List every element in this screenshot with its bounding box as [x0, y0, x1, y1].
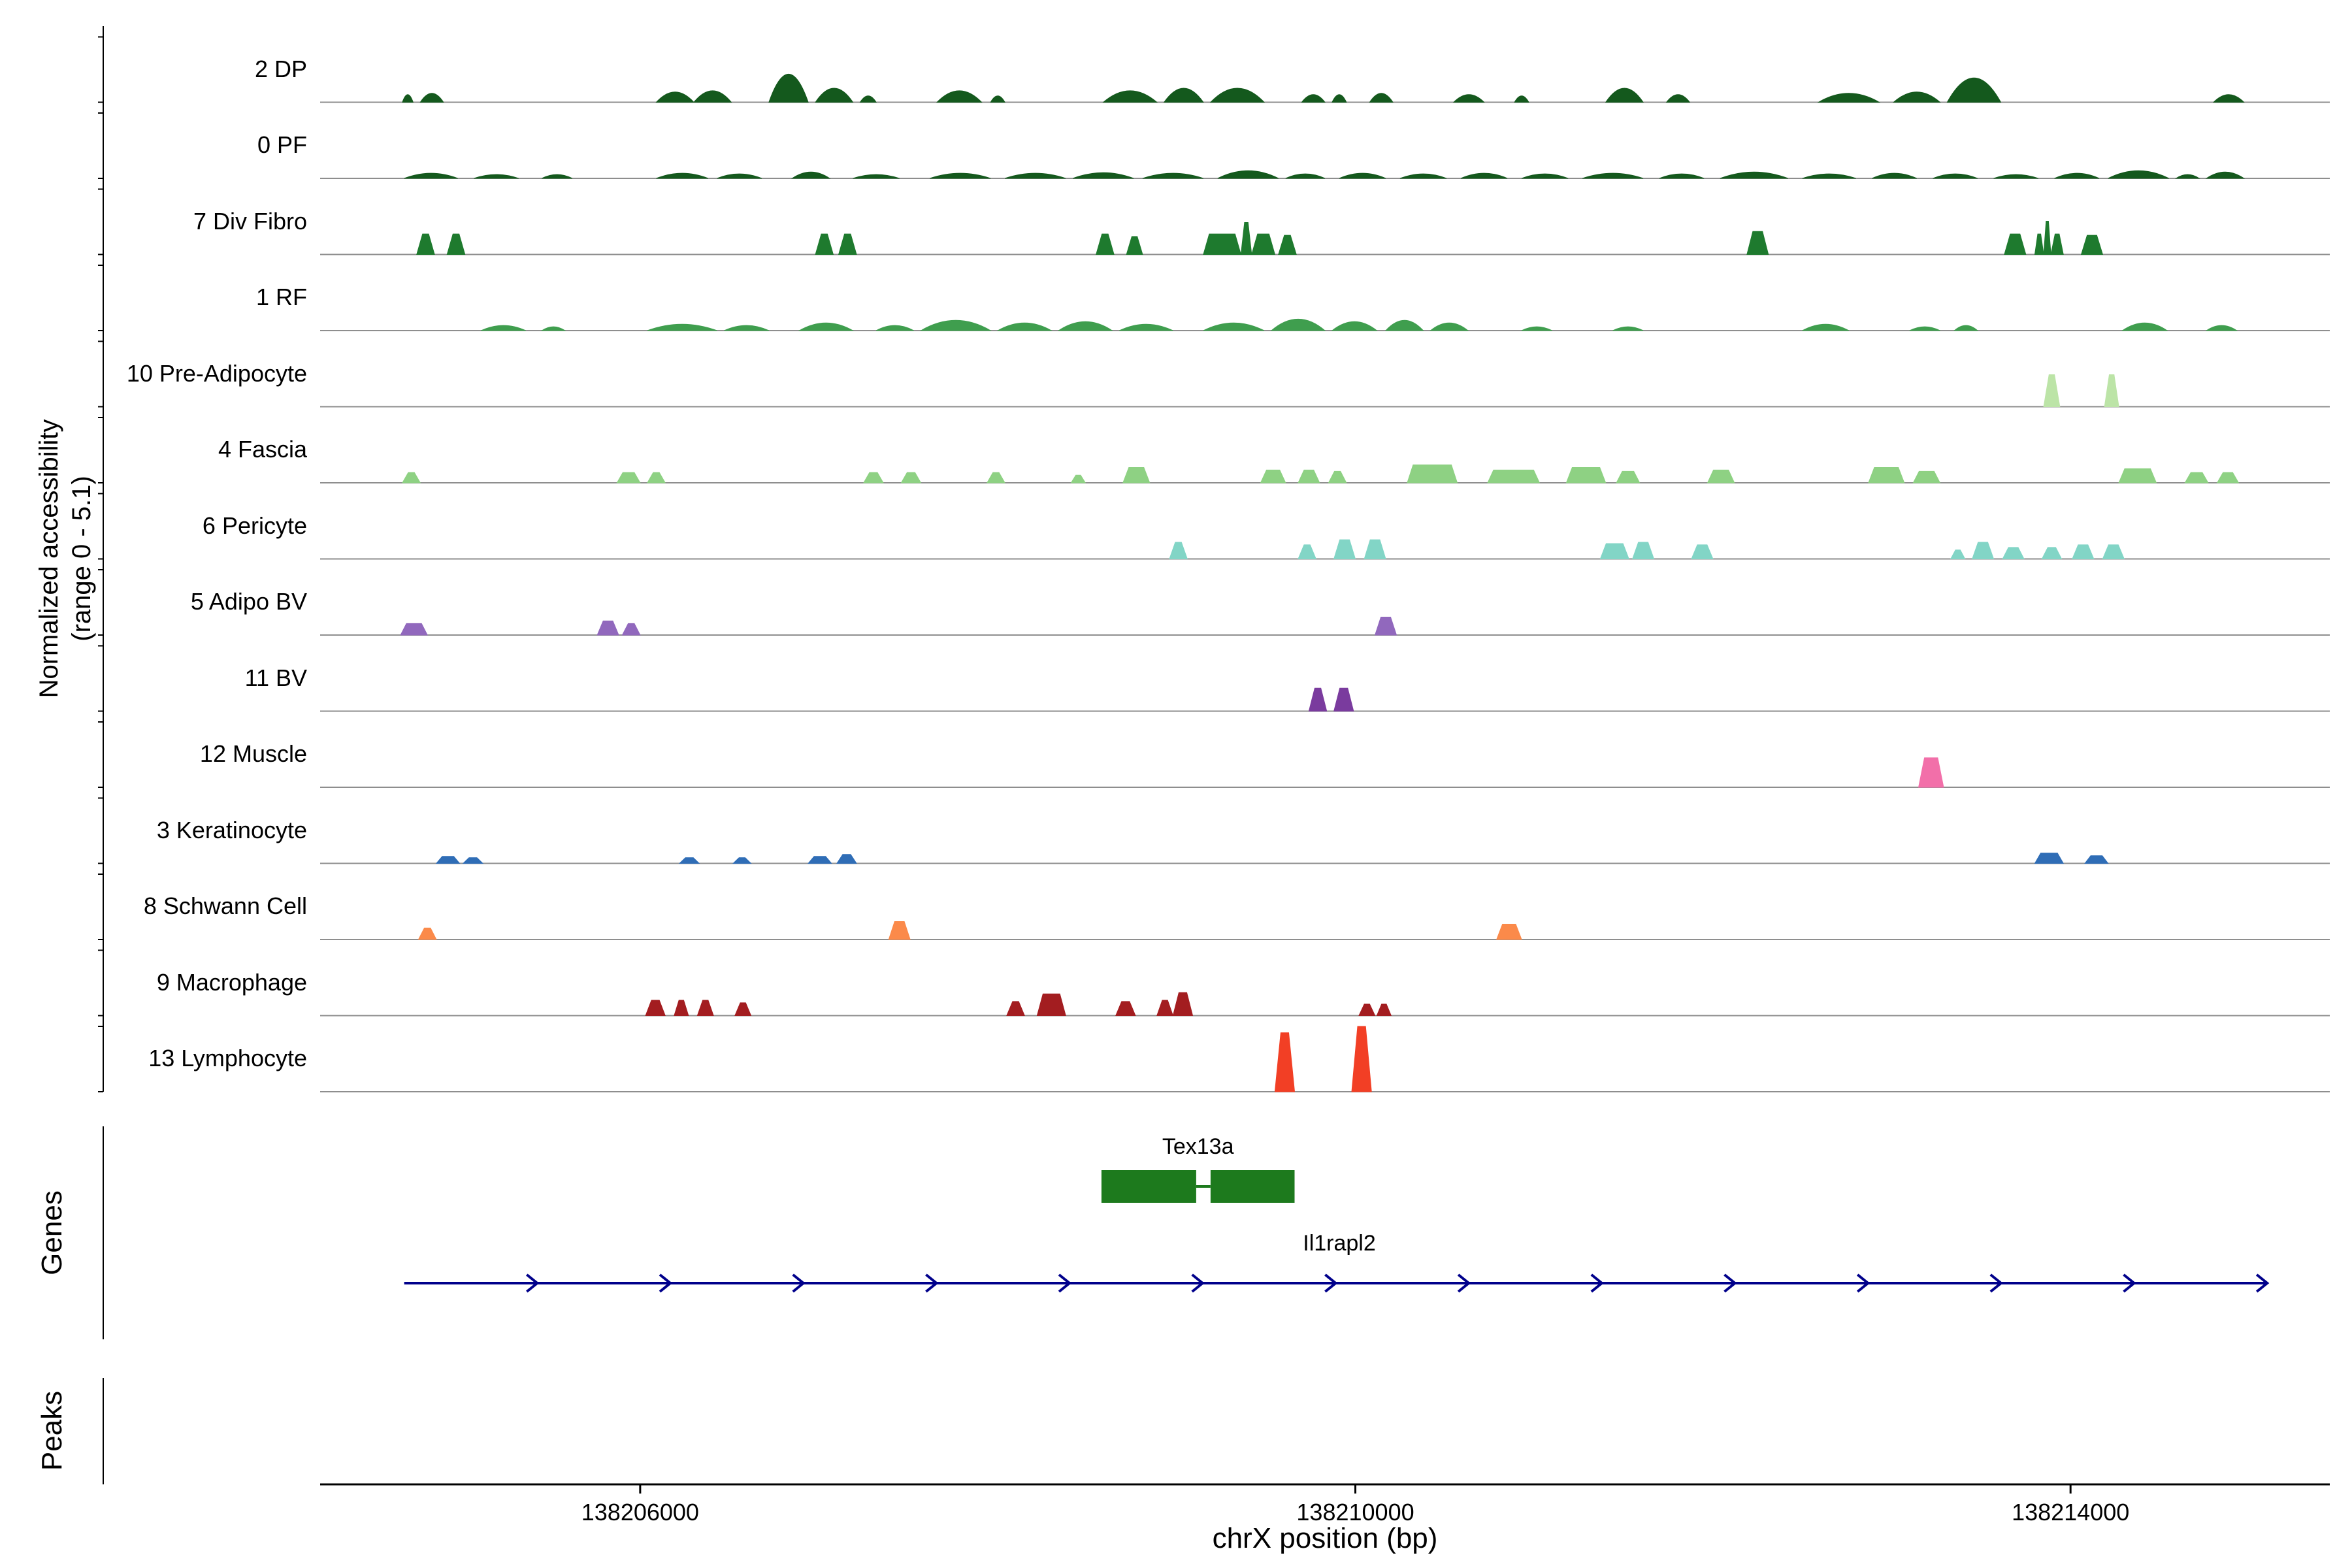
x-tick-label-2: 138214000 [2012, 1499, 2130, 1526]
track-label-2-dp: 2 DP [254, 55, 307, 82]
x-tick-label-1: 138210000 [1296, 1499, 1414, 1526]
y-axis-title: Normalized accessibility (range 0 - 5.1) [33, 419, 98, 698]
tex13a-exon-2 [1210, 1170, 1295, 1203]
track-label-11-bv: 11 BV [244, 664, 307, 691]
genes-section-label: Genes [36, 1190, 68, 1275]
strand-arrow-icon [1856, 1273, 1870, 1293]
track-label-1-rf: 1 RF [255, 284, 307, 310]
track-signal-8-schwann-cell [417, 921, 1522, 940]
peaks-section-label: Peaks [36, 1390, 68, 1471]
track-signal-12-muscle [1918, 757, 1944, 788]
track-signal-13-lymphocyte [1274, 1026, 1372, 1092]
track-signal-5-adipo-bv [400, 617, 1397, 636]
track-signal-11-bv [1308, 687, 1354, 711]
track-label-6-pericyte: 6 Pericyte [202, 512, 307, 539]
strand-arrow-icon [526, 1273, 540, 1293]
track-signal-2-dp [402, 73, 2245, 103]
strand-arrow-icon [1324, 1273, 1338, 1293]
strand-arrow-icon [2255, 1273, 2270, 1293]
strand-arrow-icon [659, 1273, 673, 1293]
track-label-9-macrophage: 9 Macrophage [156, 968, 307, 996]
strand-arrow-icon [925, 1273, 939, 1293]
x-axis-title: chrX position (bp) [1212, 1522, 1438, 1554]
strand-arrow-icon [1457, 1273, 1471, 1293]
track-label-0-pf: 0 PF [257, 131, 307, 158]
track-signal-7-div-fibro [416, 221, 2104, 255]
track-label-4-fascia: 4 Fascia [218, 436, 307, 463]
track-label-5-adipo-bv: 5 Adipo BV [190, 588, 307, 615]
track-signal-3-keratinocyte [435, 853, 2109, 864]
tex13a-exon-1 [1101, 1170, 1196, 1203]
track-label-8-schwann-cell: 8 Schwann Cell [143, 892, 307, 919]
gene-label-il1rapl2: Il1rapl2 [1303, 1231, 1376, 1256]
track-signal-6-pericyte [1169, 539, 2125, 559]
strand-arrow-icon [2123, 1273, 2136, 1293]
track-label-12-muscle: 12 Muscle [199, 740, 307, 767]
y-axis-title-line1: Normalized accessibility [35, 419, 63, 698]
track-label-3-keratinocyte: 3 Keratinocyte [156, 816, 307, 843]
track-signal-9-macrophage [645, 992, 1392, 1016]
strand-arrow-icon [792, 1273, 806, 1293]
y-axis-title-line2: (range 0 - 5.1) [67, 476, 96, 642]
track-signal-0-pf [404, 170, 2246, 179]
strand-arrow-icon [1590, 1273, 1604, 1293]
track-label-10-pre-adipocyte: 10 Pre-Adipocyte [126, 359, 307, 387]
strand-arrow-icon [1989, 1273, 2003, 1293]
track-label-7-div-fibro: 7 Div Fibro [193, 207, 307, 235]
track-signal-1-rf [481, 318, 2238, 331]
track-signal-10-pre-adipocyte [2043, 374, 2119, 407]
x-tick-label-0: 138206000 [581, 1499, 699, 1526]
track-label-13-lymphocyte: 13 Lymphocyte [148, 1045, 307, 1071]
strand-arrow-icon [1191, 1273, 1205, 1293]
strand-arrow-icon [1723, 1273, 1737, 1293]
gene-label-tex13a: Tex13a [1162, 1134, 1234, 1159]
track-signal-4-fascia [402, 465, 2240, 483]
strand-arrow-icon [1058, 1273, 1072, 1293]
